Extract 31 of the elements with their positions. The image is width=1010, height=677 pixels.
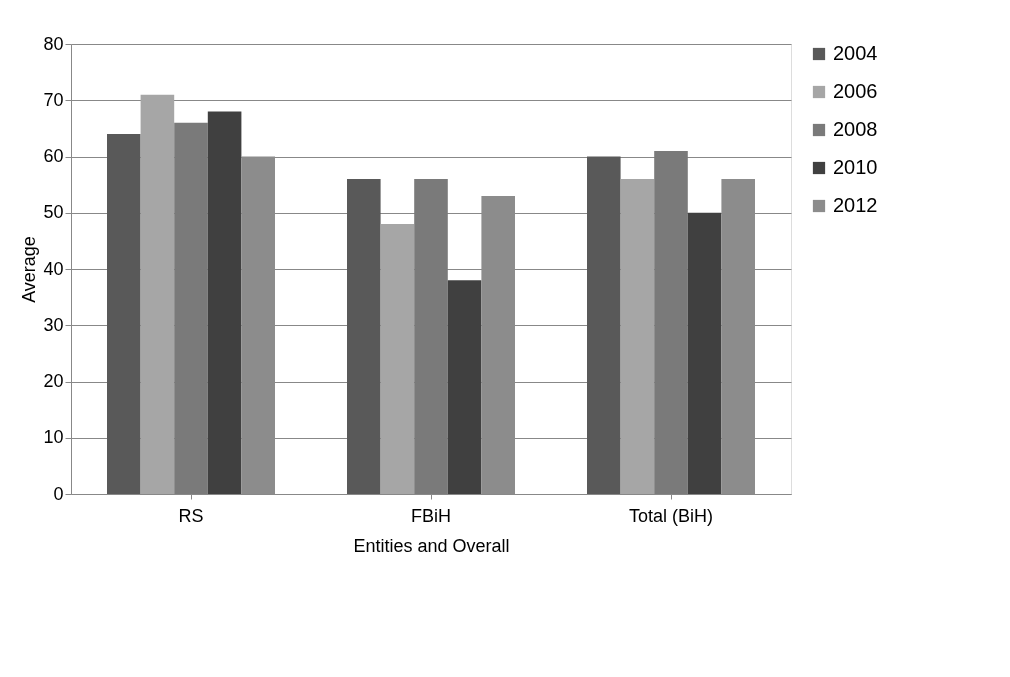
y-tick-label: 30 [43,314,64,335]
y-tick-label: 10 [43,427,64,448]
y-tick-label: 80 [43,33,64,54]
bar [380,224,415,494]
legend-label: 2006 [833,80,878,102]
bar [174,122,208,494]
x-tick-label: FBiH [411,505,451,526]
bar [447,280,482,494]
bar [620,179,655,494]
y-tick-label: 70 [43,89,64,110]
bar [347,179,381,494]
x-axis-title: Entities and Overall [353,535,510,556]
bar [140,94,175,494]
bar [414,179,448,494]
bar [654,150,688,494]
bar [687,212,722,494]
bar [107,134,141,494]
legend-label: 2012 [833,194,878,216]
legend-label: 2008 [833,118,878,140]
y-tick-label: 0 [53,483,64,504]
legend-label: 2010 [833,156,878,178]
x-tick-label: Total (BiH) [628,505,714,526]
y-tick-label: 60 [43,146,64,166]
y-tick-label: 20 [43,371,64,391]
y-tick-label: 40 [43,258,64,279]
legend-label: 2004 [833,42,878,64]
x-tick-label: RS [178,505,204,526]
y-axis-title: Average [19,236,40,303]
bar [207,111,242,494]
y-tick-label: 50 [43,202,64,223]
bar [587,156,621,494]
